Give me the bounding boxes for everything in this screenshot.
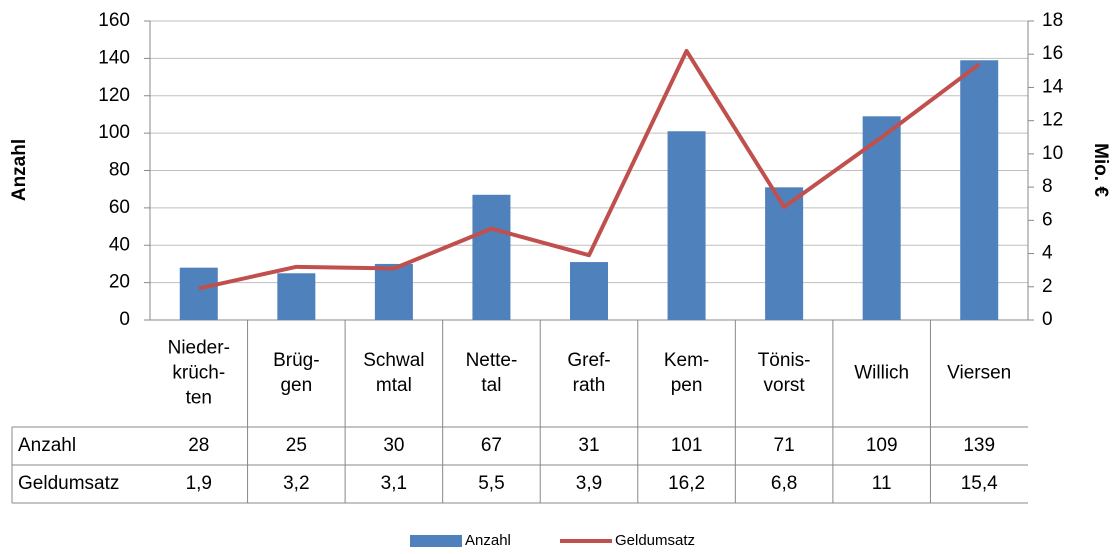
x-tick-label: Nieder- [168, 338, 230, 359]
table-cell: 67 [481, 435, 502, 456]
y-tick-label: 160 [98, 10, 130, 31]
legend-label: Anzahl [465, 532, 511, 549]
y2-tick-label: 18 [1042, 10, 1063, 31]
y-tick-label: 100 [98, 122, 130, 143]
y2-tick-label: 12 [1042, 110, 1063, 131]
y2-tick-label: 10 [1042, 143, 1063, 164]
x-tick-label: Viersen [947, 363, 1011, 384]
table-cell: 16,2 [668, 473, 705, 494]
y2-tick-label: 16 [1042, 43, 1063, 64]
bar [277, 273, 316, 320]
bar [960, 60, 999, 321]
y-tick-label: 20 [109, 272, 130, 293]
table-cell: 31 [578, 435, 599, 456]
y-tick-label: 140 [98, 47, 130, 68]
row-header: Geldumsatz [18, 473, 119, 494]
bar [862, 116, 901, 321]
x-tick-label: Tönis- [758, 350, 811, 371]
table-cell: 1,9 [186, 473, 212, 494]
table-cell: 109 [866, 435, 898, 456]
y2-tick-label: 2 [1042, 276, 1053, 297]
y-axis-label: Anzahl [9, 139, 30, 201]
y-tick-label: 60 [109, 197, 130, 218]
table-cell: 71 [774, 435, 795, 456]
table-cell: 25 [286, 435, 307, 456]
bar [667, 131, 706, 320]
bar [374, 263, 413, 320]
legend-label: Geldumsatz [615, 532, 695, 549]
x-tick-label: rath [573, 375, 606, 396]
bar [765, 187, 804, 320]
table-cell: 28 [188, 435, 209, 456]
y2-tick-label: 6 [1042, 209, 1053, 230]
table-cell: 11 [872, 473, 892, 494]
bar [570, 262, 608, 320]
table-cell: 3,9 [576, 473, 602, 494]
x-tick-label: krüch- [172, 363, 225, 384]
x-tick-label: Willich [854, 363, 909, 384]
legend-swatch [410, 535, 462, 547]
bar [179, 267, 218, 320]
table-cell: 139 [963, 435, 995, 456]
x-tick-label: pen [671, 375, 703, 396]
table-cell: 3,2 [283, 473, 309, 494]
y-tick-label: 40 [109, 234, 130, 255]
x-tick-label: Nette- [466, 350, 518, 371]
table-cell: 6,8 [771, 473, 797, 494]
bar [472, 194, 511, 320]
x-tick-label: ten [186, 388, 212, 409]
table-cell: 101 [671, 435, 703, 456]
x-tick-label: Gref- [567, 350, 610, 371]
table-cell: 15,4 [961, 473, 998, 494]
table-cell: 3,1 [381, 473, 407, 494]
y2-tick-label: 0 [1042, 309, 1053, 330]
y2-tick-label: 8 [1042, 176, 1053, 197]
line [198, 48, 981, 291]
x-tick-label: vorst [764, 375, 806, 396]
table-cell: 5,5 [478, 473, 504, 494]
table-cell: 30 [383, 435, 404, 456]
x-tick-label: Kem- [664, 350, 709, 371]
x-tick-label: Brüg- [273, 350, 319, 371]
row-header: Anzahl [18, 435, 76, 456]
x-tick-label: Schwal [363, 350, 424, 371]
y2-tick-label: 4 [1042, 243, 1053, 264]
x-tick-label: tal [481, 375, 501, 396]
y2-tick-label: 14 [1042, 76, 1064, 97]
y-tick-label: 0 [119, 309, 130, 330]
x-tick-label: gen [280, 375, 312, 396]
x-tick-label: mtal [376, 375, 412, 396]
y-tick-label: 80 [109, 160, 130, 181]
y-tick-label: 120 [98, 85, 130, 106]
y2-axis-label: Mio. € [1090, 143, 1111, 197]
